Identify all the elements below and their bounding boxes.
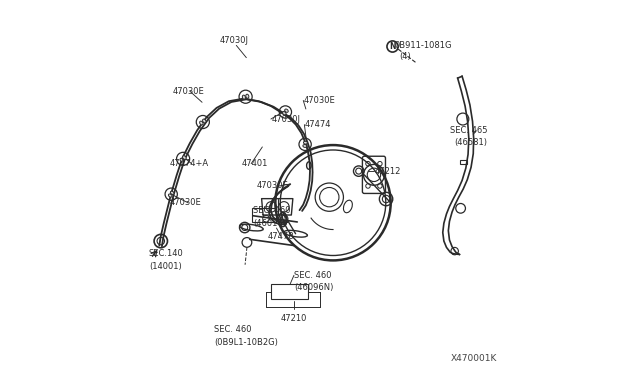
Text: (46010): (46010) xyxy=(253,219,286,228)
FancyBboxPatch shape xyxy=(362,156,385,193)
Text: 47030E: 47030E xyxy=(170,198,201,207)
Ellipse shape xyxy=(303,141,307,144)
Ellipse shape xyxy=(246,94,249,98)
Text: SEC. 465: SEC. 465 xyxy=(450,126,488,135)
Text: SEC.140: SEC.140 xyxy=(149,249,184,258)
Text: 47401: 47401 xyxy=(242,159,268,168)
Text: 47212: 47212 xyxy=(375,167,401,176)
Text: 47030E: 47030E xyxy=(303,96,335,105)
Ellipse shape xyxy=(243,95,245,99)
Text: 0B911-1081G: 0B911-1081G xyxy=(394,41,452,50)
Text: 47030J: 47030J xyxy=(271,115,301,124)
Text: X470001K: X470001K xyxy=(451,354,497,363)
Text: 47478: 47478 xyxy=(268,232,294,241)
Text: 47030E: 47030E xyxy=(257,182,289,190)
Ellipse shape xyxy=(203,119,206,123)
Text: (46581): (46581) xyxy=(454,138,488,147)
Text: (46096N): (46096N) xyxy=(294,283,333,292)
Bar xyxy=(460,160,467,164)
Ellipse shape xyxy=(303,145,307,147)
Text: 47210: 47210 xyxy=(281,314,307,323)
Text: (14001): (14001) xyxy=(149,262,182,271)
Text: (4): (4) xyxy=(399,52,412,61)
Text: 47030J: 47030J xyxy=(220,36,249,45)
Ellipse shape xyxy=(200,121,203,125)
Ellipse shape xyxy=(170,191,174,195)
Text: SEC. 460: SEC. 460 xyxy=(294,271,332,280)
Bar xyxy=(252,208,276,222)
Ellipse shape xyxy=(285,109,288,112)
Ellipse shape xyxy=(182,156,186,159)
Text: (0B9L1-10B2G): (0B9L1-10B2G) xyxy=(214,338,278,347)
Ellipse shape xyxy=(168,194,172,197)
Circle shape xyxy=(387,41,398,52)
Text: SEC. 460: SEC. 460 xyxy=(253,206,291,215)
Text: 47030E: 47030E xyxy=(173,87,205,96)
Ellipse shape xyxy=(180,158,184,162)
Ellipse shape xyxy=(283,112,286,115)
Text: N: N xyxy=(389,42,396,51)
Text: 47474+A: 47474+A xyxy=(170,159,209,168)
Bar xyxy=(271,284,308,299)
Text: SEC. 460: SEC. 460 xyxy=(214,326,252,334)
Text: 47474: 47474 xyxy=(305,120,332,129)
